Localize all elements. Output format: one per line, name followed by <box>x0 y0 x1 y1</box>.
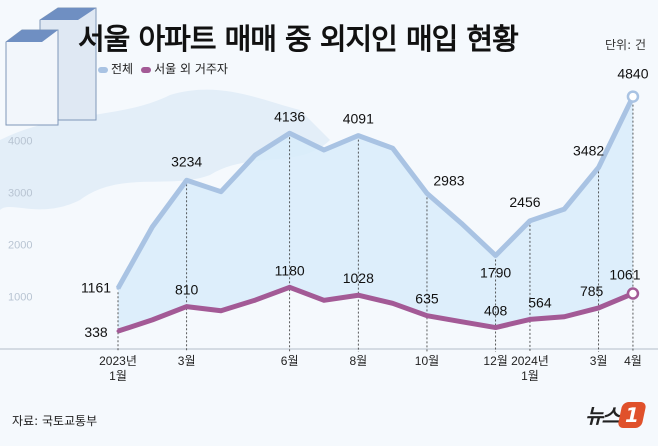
data-point-outside <box>597 306 601 310</box>
data-label-total: 4136 <box>274 108 305 124</box>
data-label-total: 2983 <box>433 172 464 188</box>
data-point-total <box>288 131 292 135</box>
x-tick-label: 2023년 <box>99 354 137 368</box>
data-point-total <box>150 225 154 229</box>
data-point-total <box>185 178 189 182</box>
data-point-outside <box>116 329 120 333</box>
data-point-outside <box>288 285 292 289</box>
data-label-total: 3482 <box>573 142 604 158</box>
data-point-total <box>494 254 498 258</box>
data-point-total <box>597 165 601 169</box>
y-tick-label: 2000 <box>8 240 32 252</box>
background-art <box>0 7 330 210</box>
data-label-outside: 408 <box>484 303 508 319</box>
legend-swatch-outside <box>141 66 152 73</box>
data-label-outside: 785 <box>580 283 604 299</box>
logo-mark: 1 <box>617 401 647 428</box>
data-point-outside <box>459 320 463 324</box>
legend-swatch-total <box>98 66 108 73</box>
data-label-total: 2456 <box>509 194 540 210</box>
unit-label: 단위: 건 <box>605 38 646 52</box>
chart-title: 서울 아파트 매매 중 외지인 매입 현황 <box>78 22 519 56</box>
data-label-outside: 810 <box>175 282 199 298</box>
data-point-outside <box>494 326 498 330</box>
series-line-outside <box>117 284 634 334</box>
legend-label: 서울 외 거주자 <box>154 62 228 76</box>
x-tick-label: 1월 <box>521 369 539 383</box>
x-tick-label: 12월 <box>483 354 507 368</box>
news1-logo: 뉴스 1 <box>585 400 647 429</box>
y-tick-label: 3000 <box>8 187 32 199</box>
data-label-total: 4091 <box>343 111 374 127</box>
x-tick-label: 4월 <box>624 354 642 368</box>
logo-text: 뉴스 <box>585 404 620 428</box>
data-point-outside <box>356 293 360 297</box>
data-label-outside: 1180 <box>275 262 305 278</box>
data-label-outside: 1061 <box>609 267 640 283</box>
data-point-total <box>562 207 566 211</box>
data-label-total: 1161 <box>81 279 111 295</box>
data-label-outside: 635 <box>415 291 439 307</box>
data-point-outside <box>150 318 154 322</box>
x-tick-label: 3월 <box>178 354 196 368</box>
x-tick-label: 3월 <box>590 354 608 368</box>
endpoint-marker-total <box>626 90 640 103</box>
apartment-building-icon <box>5 7 97 126</box>
data-label-total: 3234 <box>171 153 202 169</box>
series-line-total <box>115 95 636 290</box>
data-point-outside <box>322 298 326 302</box>
data-point-total <box>116 286 120 290</box>
legend: 전체 서울 외 거주자 <box>98 60 228 77</box>
data-label-outside: 564 <box>528 294 552 310</box>
x-tick-label: 6월 <box>281 354 299 368</box>
data-point-total <box>322 148 326 152</box>
data-point-outside <box>391 301 395 305</box>
endpoint-marker-outside <box>626 287 640 300</box>
x-tick-label: 1월 <box>109 369 127 383</box>
data-label-total: 1790 <box>480 265 511 281</box>
data-point-outside <box>528 317 532 321</box>
x-tick-label: 10월 <box>415 354 439 368</box>
data-point-total <box>425 191 429 195</box>
legend-item-total: 전체 <box>98 60 133 77</box>
data-point-total <box>219 190 223 194</box>
data-point-outside <box>562 315 566 319</box>
y-tick-label: 1000 <box>8 292 32 304</box>
data-point-total <box>253 153 257 157</box>
legend-label: 전체 <box>111 62 134 76</box>
data-point-outside <box>219 309 223 313</box>
area-fill <box>118 96 633 332</box>
data-label-outside: 338 <box>84 324 108 340</box>
data-point-total <box>356 134 360 138</box>
data-point-total <box>528 219 532 223</box>
source-note: 자료: 국토교통부 <box>12 414 98 428</box>
x-tick-label: 8월 <box>349 354 367 368</box>
x-tick-label: 2024년 <box>511 354 549 368</box>
data-point-outside <box>425 314 429 318</box>
data-label-total: 4840 <box>617 66 648 82</box>
data-label-outside: 1028 <box>343 270 374 286</box>
data-point-outside <box>253 298 257 302</box>
data-point-total <box>391 146 395 150</box>
data-point-total <box>459 221 463 225</box>
legend-item-outside: 서울 외 거주자 <box>141 60 228 77</box>
data-point-outside <box>185 305 189 309</box>
y-tick-label: 4000 <box>8 135 32 147</box>
